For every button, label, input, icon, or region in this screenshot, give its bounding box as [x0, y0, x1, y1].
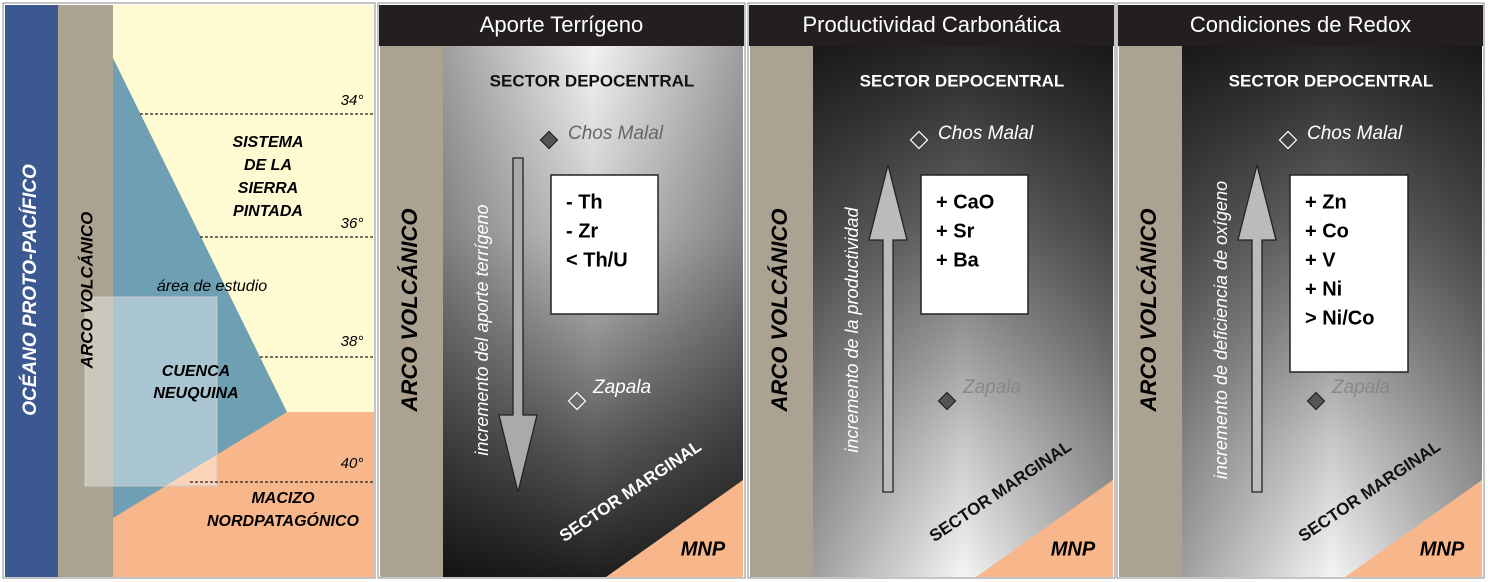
panel-header — [379, 5, 744, 46]
proxy-item: + Ni — [1305, 278, 1342, 300]
massif-label: MACIZO — [251, 490, 315, 507]
arc-label: ARCO VOLCÁNICO — [767, 209, 792, 413]
proxy-item: + CaO — [936, 191, 994, 213]
latitude-label: 38° — [341, 333, 364, 350]
arc-strip — [750, 46, 813, 577]
depocentral-label: SECTOR DEPOCENTRAL — [490, 71, 695, 90]
ocean-strip — [5, 5, 58, 577]
south-label: Zapala — [592, 377, 651, 398]
trend-label: incremento del aporte terrígeno — [472, 204, 492, 455]
basin-label: NEUQUINA — [153, 385, 238, 402]
arc-label: ARCO VOLCÁNICO — [77, 212, 96, 370]
arc-label: ARCO VOLCÁNICO — [397, 209, 422, 413]
proxy-box — [550, 174, 659, 315]
north-label: Chos Malal — [1307, 123, 1403, 144]
proxy-item: > Ni/Co — [1305, 307, 1374, 329]
sierra-label: DE LA — [244, 157, 292, 174]
panel-title: Aporte Terrígeno — [480, 12, 643, 37]
trend-arrow — [868, 164, 908, 493]
panel-title: Productividad Carbonática — [802, 12, 1061, 37]
study-area — [84, 296, 218, 487]
proxy-item: + Zn — [1305, 191, 1347, 213]
proxy-item: - Zr — [566, 220, 598, 242]
mnp-region — [976, 480, 1113, 577]
trend-arrow — [1237, 164, 1277, 493]
proxy-box — [920, 174, 1029, 315]
south-marker — [567, 391, 587, 411]
panel-header — [1118, 5, 1483, 46]
panel-title: Condiciones de Redox — [1190, 12, 1411, 37]
proxy-item: + Sr — [936, 220, 975, 242]
basin-region — [113, 58, 287, 518]
arc-strip — [1119, 46, 1182, 577]
proxy-box — [1289, 174, 1409, 373]
south-marker — [937, 391, 957, 411]
massif-label: NORDPATAGÓNICO — [207, 511, 360, 530]
sierra-label: PINTADA — [233, 203, 303, 220]
north-marker — [539, 130, 559, 150]
north-marker — [1278, 130, 1298, 150]
south-label: Zapala — [1331, 377, 1390, 398]
mnp-region — [606, 480, 743, 577]
sierra-label: SIERRA — [238, 180, 298, 197]
proxy-item: + Co — [1305, 220, 1349, 242]
mnp-label: MNP — [1420, 538, 1465, 560]
south-marker — [1306, 391, 1326, 411]
latitude-label: 36° — [341, 215, 364, 232]
proxy-item: + Ba — [936, 249, 980, 271]
sierra-label: SISTEMA — [232, 134, 303, 151]
latitude-label: 40° — [341, 455, 364, 472]
north-label: Chos Malal — [568, 123, 664, 144]
proxy-item: - Th — [566, 191, 603, 213]
depocentral-label: SECTOR DEPOCENTRAL — [1229, 71, 1434, 90]
trend-label: incremento de deficiencia de oxígeno — [1211, 181, 1231, 479]
ocean-label: OCÉANO PROTO-PACÍFICO — [19, 164, 41, 416]
trend-label: incremento de la productividad — [842, 206, 862, 452]
arc-strip — [380, 46, 443, 577]
north-label: Chos Malal — [938, 123, 1034, 144]
basin-label: CUENCA — [162, 363, 230, 380]
proxy-item: < Th/U — [566, 249, 628, 271]
study-area-label: área de estudio — [157, 278, 267, 295]
latitude-label: 34° — [341, 92, 364, 109]
mnp-label: MNP — [1051, 538, 1096, 560]
south-label: Zapala — [962, 377, 1021, 398]
depocentral-label: SECTOR DEPOCENTRAL — [860, 71, 1065, 90]
arc-label: ARCO VOLCÁNICO — [1136, 209, 1161, 413]
latitude-lines — [140, 113, 373, 483]
panel-header — [749, 5, 1114, 46]
trend-arrow — [498, 157, 538, 493]
mnp-region — [1345, 480, 1482, 577]
mnp-label: MNP — [681, 538, 726, 560]
north-marker — [909, 130, 929, 150]
proxy-item: + V — [1305, 249, 1336, 271]
